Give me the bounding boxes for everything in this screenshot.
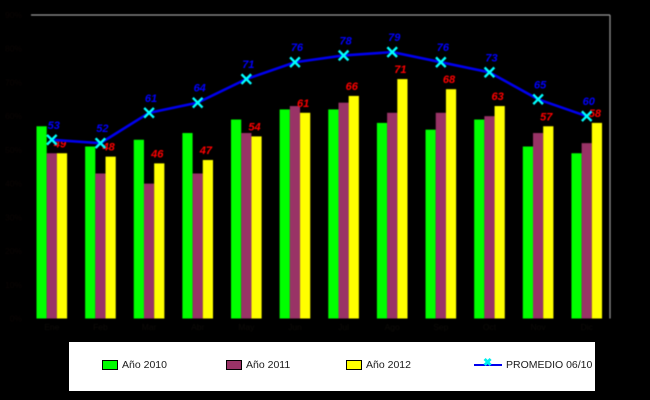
svg-text:May: May [238, 322, 255, 332]
svg-text:Feb: Feb [93, 322, 108, 332]
svg-text:Mar: Mar [142, 322, 157, 332]
svg-text:20%: 20% [5, 246, 22, 256]
svg-text:61: 61 [297, 98, 309, 110]
svg-text:Dic: Dic [581, 322, 594, 332]
svg-text:68: 68 [443, 74, 456, 86]
svg-text:54: 54 [248, 121, 260, 133]
svg-text:Ago: Ago [385, 322, 400, 332]
svg-text:46: 46 [150, 148, 164, 160]
svg-text:57: 57 [540, 111, 553, 123]
svg-text:73: 73 [485, 52, 497, 64]
svg-text:66: 66 [346, 81, 359, 93]
svg-text:50%: 50% [5, 145, 22, 155]
svg-text:70%: 70% [5, 77, 22, 87]
svg-text:40%: 40% [5, 179, 22, 189]
svg-text:47: 47 [199, 145, 213, 157]
svg-text:Sep: Sep [433, 322, 448, 332]
svg-text:Oct: Oct [483, 322, 497, 332]
svg-text:Jun: Jun [288, 322, 302, 332]
svg-text:Nov: Nov [531, 322, 547, 332]
svg-text:63: 63 [492, 91, 504, 103]
svg-text:78: 78 [339, 35, 352, 47]
svg-text:58: 58 [589, 108, 602, 120]
svg-text:76: 76 [291, 42, 304, 54]
svg-text:0%: 0% [10, 314, 23, 324]
svg-text:79: 79 [388, 32, 401, 44]
svg-text:64: 64 [194, 83, 206, 95]
svg-text:60: 60 [583, 96, 596, 108]
svg-text:65: 65 [534, 79, 547, 91]
svg-text:Jul: Jul [338, 322, 349, 332]
svg-text:76: 76 [437, 42, 450, 54]
svg-text:Ene: Ene [44, 322, 59, 332]
svg-text:80%: 80% [5, 44, 22, 54]
svg-text:61: 61 [145, 93, 157, 105]
svg-text:71: 71 [394, 64, 406, 76]
svg-text:10%: 10% [5, 280, 22, 290]
svg-text:60%: 60% [5, 111, 22, 121]
svg-text:71: 71 [242, 59, 254, 71]
svg-text:30%: 30% [5, 212, 22, 222]
svg-text:52: 52 [96, 123, 108, 135]
svg-text:53: 53 [48, 120, 60, 132]
svg-text:90%: 90% [5, 10, 22, 20]
svg-text:Abr: Abr [191, 322, 204, 332]
